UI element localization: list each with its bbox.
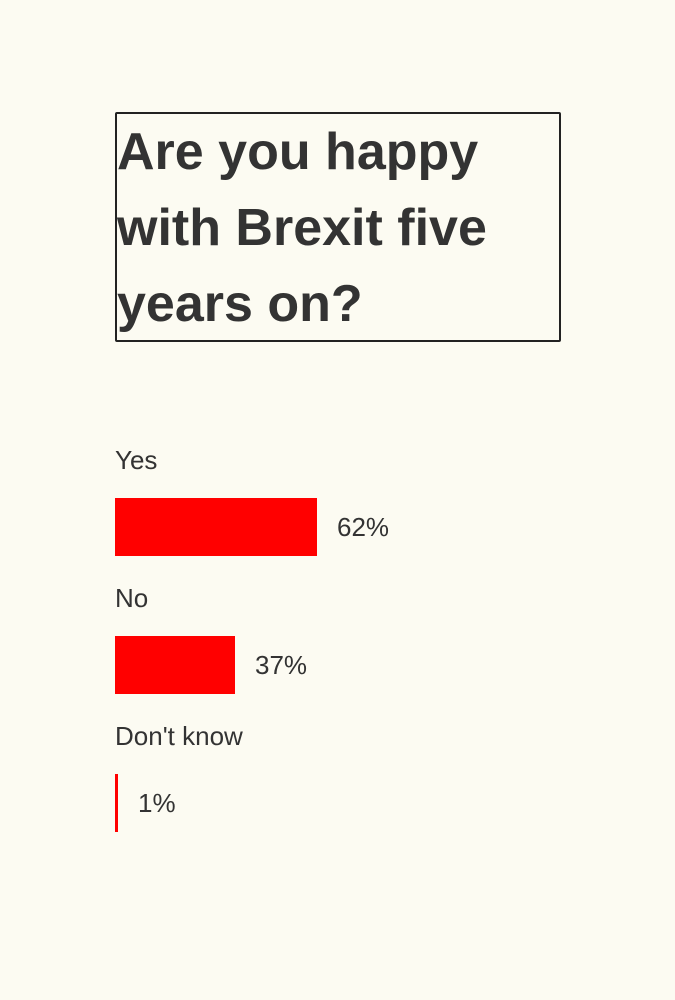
result-bar xyxy=(115,498,317,556)
option-label: Yes xyxy=(115,445,158,475)
result-bar xyxy=(115,774,118,832)
result-bar xyxy=(115,636,235,694)
option-label: Don't know xyxy=(115,721,243,751)
bar-row: 1% xyxy=(115,774,176,832)
poll-option: Don't know 1% xyxy=(115,716,561,854)
poll-option: Yes 62% xyxy=(115,440,561,578)
poll-options: Yes 62% No 37% Don't know 1% xyxy=(115,440,561,854)
poll-question: Are you happy with Brexit five years on? xyxy=(115,112,561,342)
bar-row: 62% xyxy=(115,498,389,556)
option-label: No xyxy=(115,583,149,613)
percentage-label: 62% xyxy=(337,511,390,542)
poll-widget: Are you happy with Brexit five years on?… xyxy=(115,112,561,854)
percentage-label: 37% xyxy=(255,649,308,680)
bar-row: 37% xyxy=(115,636,307,694)
poll-option: No 37% xyxy=(115,578,561,716)
percentage-label: 1% xyxy=(138,787,176,818)
